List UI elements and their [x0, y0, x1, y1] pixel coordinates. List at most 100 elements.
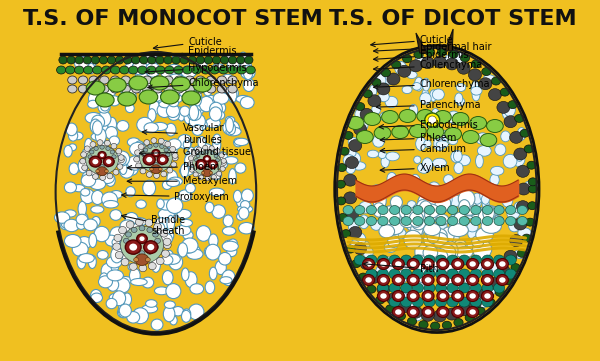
Ellipse shape: [379, 225, 395, 238]
Ellipse shape: [344, 174, 357, 186]
Ellipse shape: [389, 283, 400, 293]
Ellipse shape: [200, 144, 213, 159]
Ellipse shape: [410, 293, 416, 299]
Ellipse shape: [157, 155, 168, 164]
Ellipse shape: [454, 212, 466, 229]
Ellipse shape: [499, 261, 506, 267]
Ellipse shape: [205, 167, 209, 170]
Ellipse shape: [436, 214, 449, 225]
Ellipse shape: [115, 252, 123, 259]
Ellipse shape: [425, 293, 431, 299]
Ellipse shape: [196, 61, 207, 68]
Ellipse shape: [144, 140, 150, 145]
Ellipse shape: [427, 126, 444, 139]
Ellipse shape: [95, 93, 114, 107]
Ellipse shape: [491, 216, 503, 226]
Ellipse shape: [199, 175, 204, 180]
Ellipse shape: [469, 309, 476, 315]
Ellipse shape: [155, 238, 161, 243]
Ellipse shape: [205, 155, 220, 166]
Ellipse shape: [413, 205, 423, 214]
Ellipse shape: [206, 85, 216, 93]
Ellipse shape: [180, 106, 190, 116]
Ellipse shape: [103, 86, 116, 97]
Ellipse shape: [116, 155, 126, 165]
Ellipse shape: [455, 93, 463, 104]
Ellipse shape: [110, 227, 125, 242]
Ellipse shape: [228, 85, 237, 93]
Ellipse shape: [147, 66, 156, 74]
Ellipse shape: [448, 137, 458, 145]
Ellipse shape: [425, 309, 431, 315]
Ellipse shape: [118, 252, 133, 262]
Ellipse shape: [240, 61, 251, 73]
Ellipse shape: [185, 85, 194, 93]
Ellipse shape: [110, 191, 122, 199]
Ellipse shape: [79, 85, 88, 93]
Ellipse shape: [481, 206, 496, 219]
Ellipse shape: [395, 261, 401, 267]
Ellipse shape: [391, 196, 403, 209]
Ellipse shape: [399, 109, 416, 122]
Ellipse shape: [86, 145, 118, 174]
Ellipse shape: [397, 270, 407, 283]
Ellipse shape: [436, 269, 446, 279]
Ellipse shape: [160, 144, 164, 148]
Ellipse shape: [359, 273, 368, 281]
Ellipse shape: [425, 261, 431, 267]
Ellipse shape: [205, 150, 209, 153]
Ellipse shape: [218, 252, 231, 265]
Ellipse shape: [129, 244, 137, 251]
Ellipse shape: [410, 309, 416, 315]
Ellipse shape: [172, 77, 190, 91]
Ellipse shape: [236, 213, 244, 220]
Ellipse shape: [417, 211, 436, 225]
Ellipse shape: [419, 112, 431, 122]
Ellipse shape: [396, 229, 406, 239]
Ellipse shape: [348, 138, 358, 146]
Ellipse shape: [395, 293, 401, 299]
Ellipse shape: [172, 155, 178, 161]
Ellipse shape: [512, 152, 525, 166]
Ellipse shape: [518, 228, 531, 238]
Ellipse shape: [481, 258, 494, 270]
Ellipse shape: [356, 118, 368, 131]
Ellipse shape: [400, 292, 407, 304]
Ellipse shape: [92, 66, 102, 74]
Ellipse shape: [79, 253, 94, 263]
Ellipse shape: [385, 257, 394, 265]
Ellipse shape: [101, 173, 114, 183]
Ellipse shape: [101, 66, 111, 74]
Ellipse shape: [217, 152, 228, 166]
Ellipse shape: [133, 308, 148, 324]
Ellipse shape: [101, 192, 118, 207]
Ellipse shape: [460, 54, 470, 62]
Ellipse shape: [82, 59, 96, 68]
Ellipse shape: [467, 274, 479, 286]
Ellipse shape: [422, 282, 432, 295]
Ellipse shape: [89, 85, 98, 93]
Ellipse shape: [83, 66, 93, 74]
Ellipse shape: [389, 297, 400, 307]
Ellipse shape: [196, 76, 205, 84]
Ellipse shape: [235, 163, 246, 173]
Ellipse shape: [128, 264, 136, 271]
Text: Protoxylem: Protoxylem: [122, 192, 229, 202]
Ellipse shape: [219, 153, 224, 158]
Ellipse shape: [366, 269, 377, 279]
Ellipse shape: [454, 240, 467, 255]
Ellipse shape: [377, 269, 389, 279]
Ellipse shape: [406, 71, 417, 79]
Ellipse shape: [401, 205, 412, 214]
Ellipse shape: [514, 249, 526, 258]
Ellipse shape: [483, 206, 499, 217]
Ellipse shape: [475, 197, 481, 207]
Ellipse shape: [188, 147, 195, 161]
Text: Parenchyma: Parenchyma: [376, 100, 480, 110]
Ellipse shape: [340, 147, 349, 155]
Ellipse shape: [471, 87, 482, 95]
Ellipse shape: [378, 151, 386, 158]
Ellipse shape: [529, 185, 538, 193]
Ellipse shape: [145, 258, 150, 262]
Ellipse shape: [66, 123, 77, 136]
